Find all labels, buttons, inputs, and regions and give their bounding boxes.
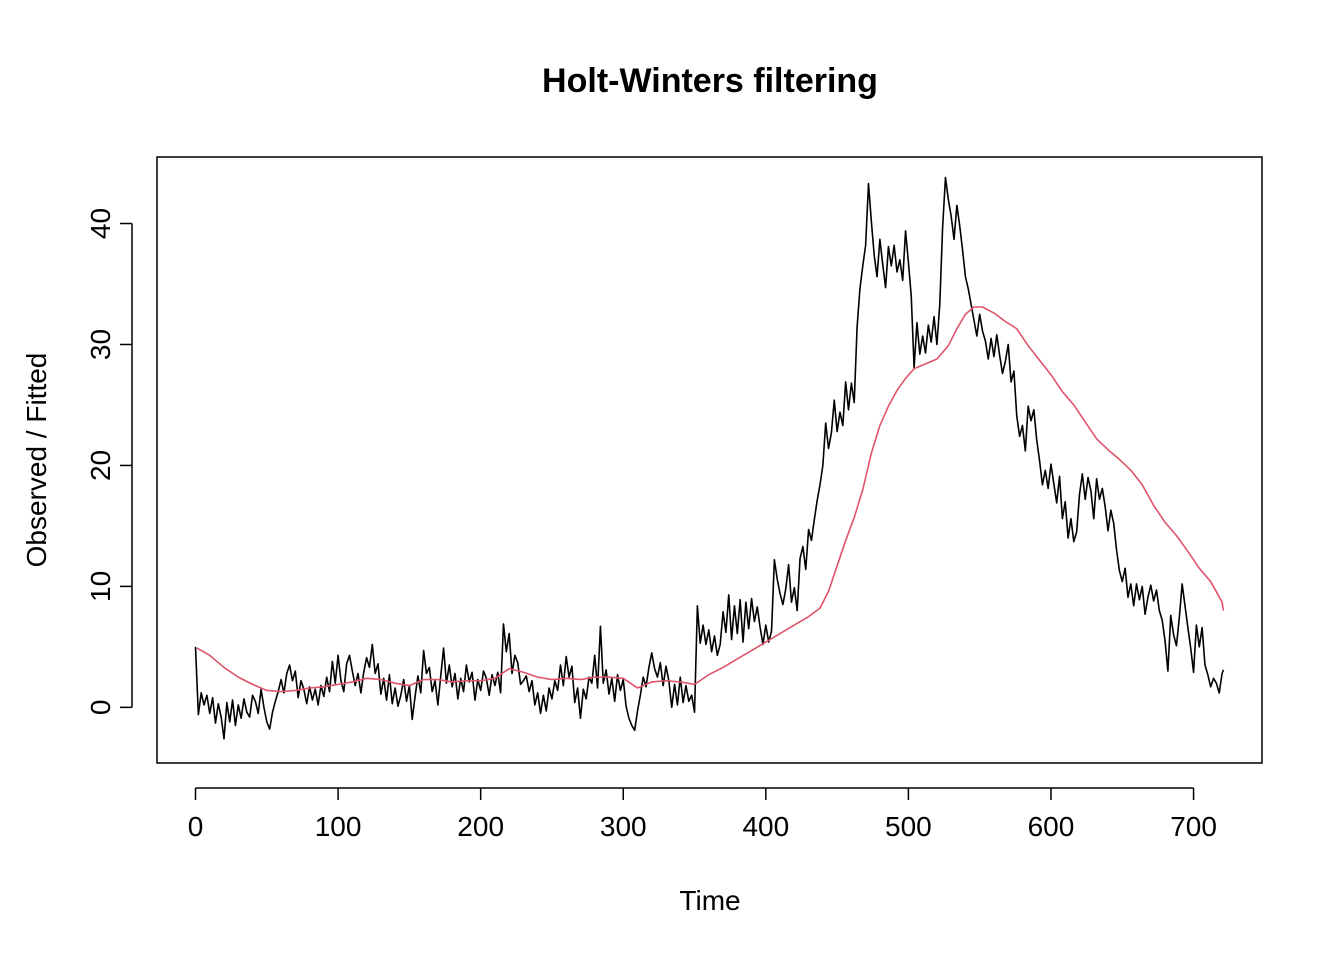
series-layer bbox=[194, 176, 1225, 740]
x-tick-label: 500 bbox=[885, 811, 932, 842]
x-tick-label: 0 bbox=[188, 811, 204, 842]
series-line-1 bbox=[194, 176, 1225, 740]
y-tick-label: 30 bbox=[85, 329, 116, 360]
chart-title: Holt-Winters filtering bbox=[542, 62, 878, 100]
y-axis: 0 10 20 30 40 bbox=[85, 208, 133, 716]
x-axis: 0 100 200 300 400 500 600 700 bbox=[188, 787, 1217, 842]
x-tick-label: 600 bbox=[1028, 811, 1075, 842]
x-tick-label: 100 bbox=[315, 811, 362, 842]
y-tick-label: 0 bbox=[85, 700, 116, 716]
y-axis-label: Observed / Fitted bbox=[21, 353, 52, 568]
y-tick-label: 20 bbox=[85, 450, 116, 481]
x-tick-label: 300 bbox=[600, 811, 647, 842]
x-tick-label: 700 bbox=[1170, 811, 1217, 842]
x-axis-label: Time bbox=[679, 885, 740, 916]
series-line-2 bbox=[196, 306, 1225, 693]
x-tick-label: 400 bbox=[742, 811, 789, 842]
x-tick-label: 200 bbox=[457, 811, 504, 842]
y-tick-label: 40 bbox=[85, 208, 116, 239]
plot-frame bbox=[156, 156, 1263, 764]
y-tick-label: 10 bbox=[85, 571, 116, 602]
